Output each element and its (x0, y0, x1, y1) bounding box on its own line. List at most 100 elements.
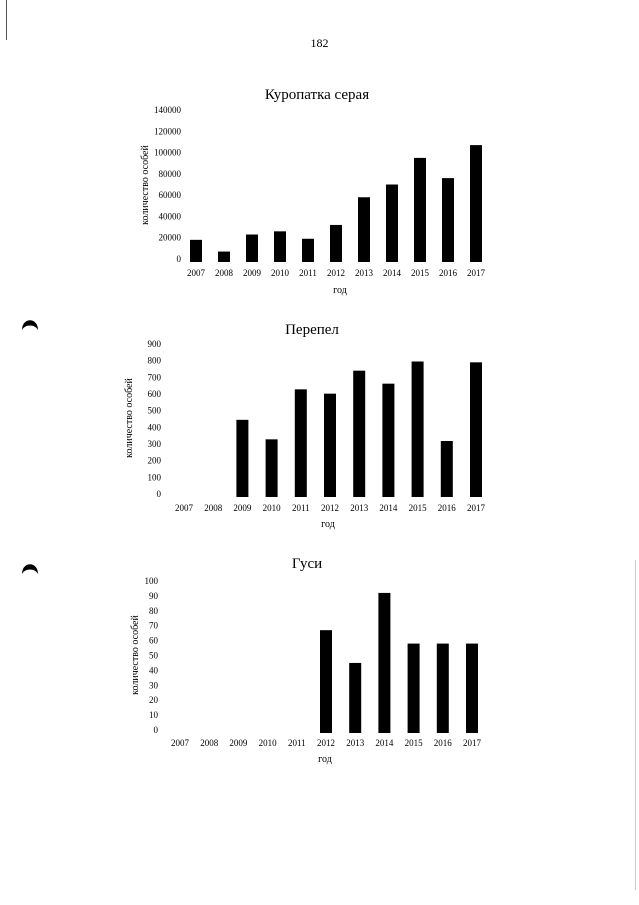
y-axis-label: количество особей (124, 378, 135, 458)
y-tick-label: 300 (148, 439, 162, 449)
x-tick-label: 2016 (438, 503, 457, 513)
bar-2008 (218, 251, 230, 262)
y-tick-label: 20000 (159, 233, 182, 243)
bar-series (236, 361, 482, 497)
y-tick-label: 200 (148, 456, 162, 466)
bar-2012 (330, 224, 342, 262)
x-tick-label: 2012 (327, 268, 345, 278)
x-tick-label: 2015 (409, 503, 428, 513)
x-tick-label: 2009 (233, 503, 252, 513)
y-tick-label: 100000 (154, 148, 182, 158)
x-tick-label: 2014 (383, 268, 402, 278)
bar-2014 (382, 383, 395, 497)
chart-title: Перепел (285, 322, 339, 338)
y-tick-label: 400 (148, 422, 162, 432)
x-axis-label: год (321, 519, 335, 530)
bar-2016 (436, 643, 449, 733)
y-tick-label: 0 (177, 254, 182, 264)
x-tick-label: 2007 (171, 738, 190, 748)
bar-2009 (246, 234, 258, 262)
y-axis-ticks: 0 20000 40000 60000 80000 100000 120000 140000 (154, 105, 182, 264)
bar-2017 (466, 643, 478, 733)
x-tick-label: 2007 (175, 503, 194, 513)
x-tick-label: 2008 (204, 503, 223, 513)
bar-2017 (470, 362, 482, 497)
y-axis-label: количество особей (130, 615, 141, 695)
bar-2009 (236, 419, 249, 497)
y-tick-label: 140000 (154, 105, 182, 115)
bar-2007 (190, 239, 202, 262)
x-tick-label: 2015 (411, 268, 430, 278)
bar-2012 (324, 393, 336, 497)
y-tick-label: 100 (145, 576, 159, 586)
x-axis-label: год (318, 754, 332, 765)
y-tick-label: 800 (148, 356, 162, 366)
x-tick-label: 2017 (467, 503, 486, 513)
bar-series (320, 592, 478, 733)
bar-2013 (353, 370, 366, 497)
y-tick-label: 80 (149, 606, 159, 616)
y-tick-label: 60 (149, 636, 159, 646)
bar-2011 (294, 389, 307, 497)
scan-edge-right-line (635, 560, 636, 890)
bar-2010 (274, 231, 286, 262)
y-tick-label: 70 (149, 621, 159, 631)
x-tick-label: 2016 (434, 738, 453, 748)
x-axis-ticks: 2007 2008 2009 2010 2011 2012 2013 2014 2015 2016… (171, 738, 482, 748)
bar-2014 (378, 592, 391, 733)
x-tick-label: 2017 (463, 738, 482, 748)
y-tick-label: 700 (148, 372, 162, 382)
y-tick-label: 50 (149, 651, 159, 661)
bar-2010 (265, 439, 278, 497)
bar-2013 (358, 197, 370, 262)
y-tick-label: 20 (149, 695, 159, 705)
y-tick-label: 600 (148, 389, 162, 399)
x-axis-ticks: 2007 2008 2009 2010 2011 2012 2013 2014 2015 2016… (187, 268, 486, 278)
bar-2013 (349, 662, 362, 733)
x-tick-label: 2011 (299, 268, 317, 278)
x-axis-ticks: 2007 2008 2009 2010 2011 2012 2013 2014 2015 2016… (175, 503, 486, 513)
y-tick-label: 40 (149, 665, 159, 675)
x-tick-label: 2012 (321, 503, 339, 513)
chart-title: Куропатка серая (265, 87, 369, 103)
x-tick-label: 2009 (243, 268, 262, 278)
y-tick-label: 90 (149, 591, 159, 601)
x-tick-label: 2013 (355, 268, 374, 278)
bar-series (190, 145, 482, 262)
x-tick-label: 2008 (215, 268, 234, 278)
x-tick-label: 2010 (271, 268, 290, 278)
x-tick-label: 2011 (292, 503, 310, 513)
bar-2011 (302, 238, 314, 262)
x-axis-label: год (333, 285, 347, 296)
x-tick-label: 2014 (375, 738, 394, 748)
y-tick-label: 30 (149, 680, 159, 690)
x-tick-label: 2010 (259, 738, 278, 748)
bar-2017 (470, 145, 482, 262)
x-tick-label: 2013 (350, 503, 369, 513)
y-tick-label: 100 (148, 472, 162, 482)
x-tick-label: 2015 (405, 738, 424, 748)
x-tick-label: 2007 (187, 268, 206, 278)
bar-2015 (411, 361, 424, 497)
y-tick-label: 80000 (159, 169, 182, 179)
y-axis-label: количество особей (140, 145, 151, 225)
y-tick-label: 500 (148, 406, 162, 416)
x-tick-label: 2008 (200, 738, 219, 748)
page-number: 182 (310, 36, 329, 50)
y-tick-label: 40000 (159, 211, 182, 221)
y-tick-label: 120000 (154, 126, 182, 136)
punch-hole-icon (22, 564, 38, 574)
x-tick-label: 2011 (288, 738, 306, 748)
y-tick-label: 60000 (159, 190, 182, 200)
bar-2015 (414, 157, 426, 262)
x-tick-label: 2013 (346, 738, 365, 748)
bar-2012 (320, 630, 332, 733)
y-tick-label: 10 (149, 710, 159, 720)
x-tick-label: 2009 (229, 738, 248, 748)
y-axis-ticks: 0 10 20 30 40 50 60 70 80 90 100 (145, 576, 159, 735)
y-axis-ticks: 0 100 200 300 400 500 600 700 800 900 (148, 339, 162, 499)
bar-2016 (440, 441, 453, 497)
